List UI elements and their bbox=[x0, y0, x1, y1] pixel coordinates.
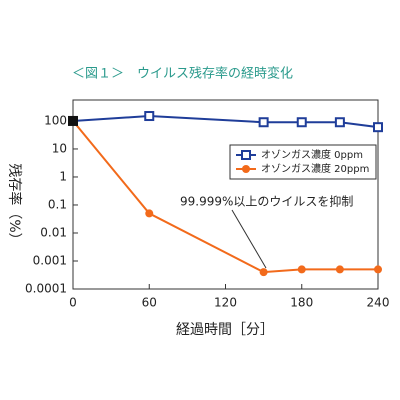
marker bbox=[144, 111, 155, 122]
marker bbox=[145, 209, 154, 218]
series-line bbox=[72, 120, 378, 274]
y-tick-label: 0.01 bbox=[40, 225, 67, 239]
legend-label: オゾンガス濃度 20ppm bbox=[261, 162, 369, 175]
annotation: 99.999%以上のウイルスを抑制 bbox=[180, 194, 353, 209]
marker bbox=[373, 122, 383, 133]
marker bbox=[258, 117, 269, 128]
x-tick-label: 240 bbox=[367, 296, 390, 310]
marker bbox=[335, 265, 344, 274]
legend-marker bbox=[242, 165, 250, 173]
legend-label: オゾンガス濃度 0ppm bbox=[261, 148, 363, 161]
x-tick-label: 120 bbox=[214, 296, 237, 310]
marker bbox=[334, 117, 345, 128]
y-tick-label: 0.001 bbox=[33, 253, 67, 267]
y-axis-label: 残存率（%） bbox=[6, 163, 23, 246]
y-tick-label: 0.0001 bbox=[25, 282, 67, 296]
x-axis-label: 経過時間［分］ bbox=[176, 322, 274, 338]
marker bbox=[297, 265, 306, 274]
y-tick-label: 1 bbox=[59, 169, 67, 183]
x-tick-label: 180 bbox=[290, 296, 313, 310]
marker bbox=[68, 115, 78, 126]
y-tick-label: 100 bbox=[44, 113, 67, 127]
marker bbox=[296, 117, 307, 128]
x-tick-label: 0 bbox=[69, 296, 77, 310]
legend-box bbox=[229, 144, 377, 180]
x-tick-label: 60 bbox=[142, 296, 157, 310]
y-tick-label: 10 bbox=[52, 141, 67, 155]
y-tick-label: 0.1 bbox=[48, 197, 67, 211]
chart-title: ＜図１＞ ウイルス残存率の経時変化 bbox=[72, 66, 293, 82]
marker bbox=[374, 265, 382, 274]
series-line bbox=[72, 115, 379, 129]
marker bbox=[259, 268, 268, 277]
annotation-leader bbox=[231, 209, 267, 269]
legend-marker bbox=[241, 150, 251, 160]
